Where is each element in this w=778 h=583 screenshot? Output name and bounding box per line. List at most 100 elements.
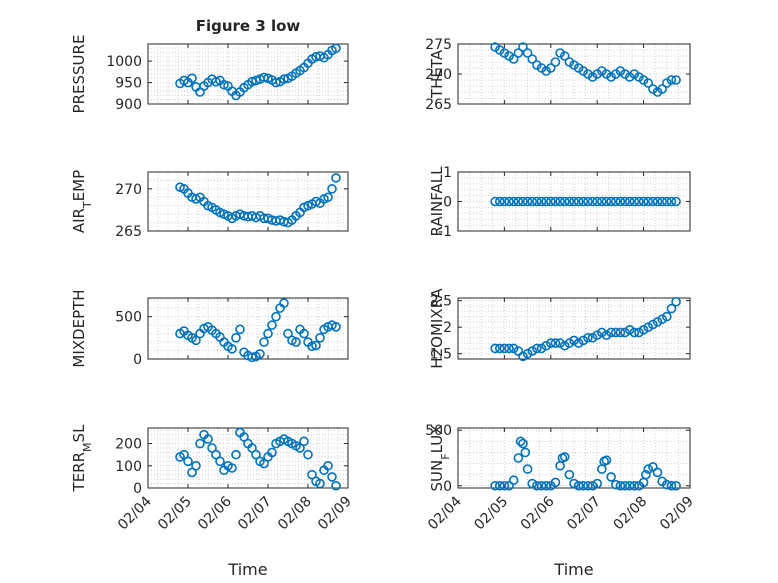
data-point <box>638 196 649 207</box>
data-point <box>303 449 313 460</box>
y-tick-label: 950 <box>115 76 142 92</box>
series-markers <box>175 173 341 228</box>
y-axis-label: RAINFALL <box>428 166 446 237</box>
data-point <box>620 196 630 207</box>
data-point <box>331 322 341 332</box>
data-point <box>541 480 551 491</box>
data-point <box>247 352 257 363</box>
data-point <box>671 75 681 85</box>
x-tick-label: 02/07 <box>235 494 275 534</box>
subplot-4: 0 500 MIXDEPTH <box>70 289 349 368</box>
axes-box <box>147 43 349 105</box>
data-point <box>231 449 241 460</box>
y-tick-label: 0 <box>443 479 452 495</box>
y-tick-label: 270 <box>425 67 452 83</box>
data-point <box>267 447 277 458</box>
data-point <box>559 51 570 61</box>
data-point <box>661 311 672 322</box>
data-point <box>494 343 505 354</box>
y-tick-label: 500 <box>115 310 142 326</box>
y-tick-label: 500 <box>425 423 452 439</box>
data-point <box>490 343 500 354</box>
data-point <box>629 196 640 207</box>
data-point <box>624 325 635 335</box>
y-tick-label: 1 <box>443 165 452 181</box>
y-tick-label: 2.5 <box>430 294 452 310</box>
data-point <box>564 338 575 348</box>
data-point <box>606 472 616 482</box>
data-point <box>331 480 341 491</box>
y-axis-label: MIXDEPTH <box>70 289 88 367</box>
data-point <box>331 43 341 54</box>
data-point <box>227 463 237 473</box>
data-point <box>191 460 201 471</box>
data-point <box>235 324 245 335</box>
data-point <box>661 196 672 207</box>
data-point <box>504 196 514 207</box>
data-point <box>527 54 538 64</box>
data-point <box>648 319 658 330</box>
data-point <box>550 57 561 67</box>
data-point <box>587 332 598 343</box>
data-point <box>203 434 213 444</box>
y-axis-label: TERRMSL <box>70 424 94 493</box>
data-point <box>643 78 654 88</box>
subplot-2: 265 270 AIRTEMP <box>70 170 349 240</box>
data-point <box>643 196 654 207</box>
data-point <box>583 480 593 491</box>
y-tick-label: 265 <box>115 224 142 240</box>
data-point <box>279 298 289 308</box>
data-point <box>504 343 514 354</box>
data-point <box>610 327 621 338</box>
axes-box <box>147 171 349 232</box>
data-point <box>259 458 269 469</box>
data-point <box>536 480 547 491</box>
data-point <box>666 480 677 491</box>
y-tick-label: 1000 <box>106 54 142 70</box>
data-point <box>657 84 667 94</box>
data-point <box>508 475 519 486</box>
x-tick-label: 02/07 <box>564 494 604 534</box>
data-point <box>191 335 201 346</box>
data-point <box>331 173 341 183</box>
data-point <box>315 478 325 489</box>
data-point <box>527 346 538 356</box>
data-point <box>657 196 667 207</box>
data-point <box>239 432 249 442</box>
data-point <box>573 338 584 348</box>
data-point <box>606 196 616 207</box>
data-point <box>279 74 289 84</box>
data-point <box>615 196 626 207</box>
data-point <box>231 333 241 343</box>
axes-box <box>457 297 691 360</box>
data-point <box>564 469 575 480</box>
subplot-0: 900 950 1000 PRESSURE <box>70 35 349 113</box>
data-point <box>494 196 505 207</box>
y-tick-label: 0 <box>133 352 142 368</box>
data-point <box>583 332 593 343</box>
axes-box <box>147 427 349 489</box>
data-point <box>587 480 598 491</box>
data-point <box>597 327 607 338</box>
x-axis-label: Time <box>553 560 593 579</box>
data-point <box>550 477 561 488</box>
data-point <box>536 343 547 354</box>
data-point <box>251 75 261 86</box>
data-point <box>518 196 528 207</box>
data-point <box>323 192 333 203</box>
data-point <box>263 328 273 339</box>
data-point <box>259 337 269 347</box>
data-point <box>555 338 565 348</box>
data-point <box>634 196 644 207</box>
data-point <box>643 322 654 332</box>
data-point <box>187 73 197 84</box>
x-tick-label: 02/06 <box>518 493 558 533</box>
data-point <box>532 480 542 491</box>
data-point <box>271 311 281 322</box>
x-tick-label: 02/04 <box>115 493 155 533</box>
data-point <box>299 436 309 447</box>
y-tick-label: 2 <box>443 320 452 336</box>
